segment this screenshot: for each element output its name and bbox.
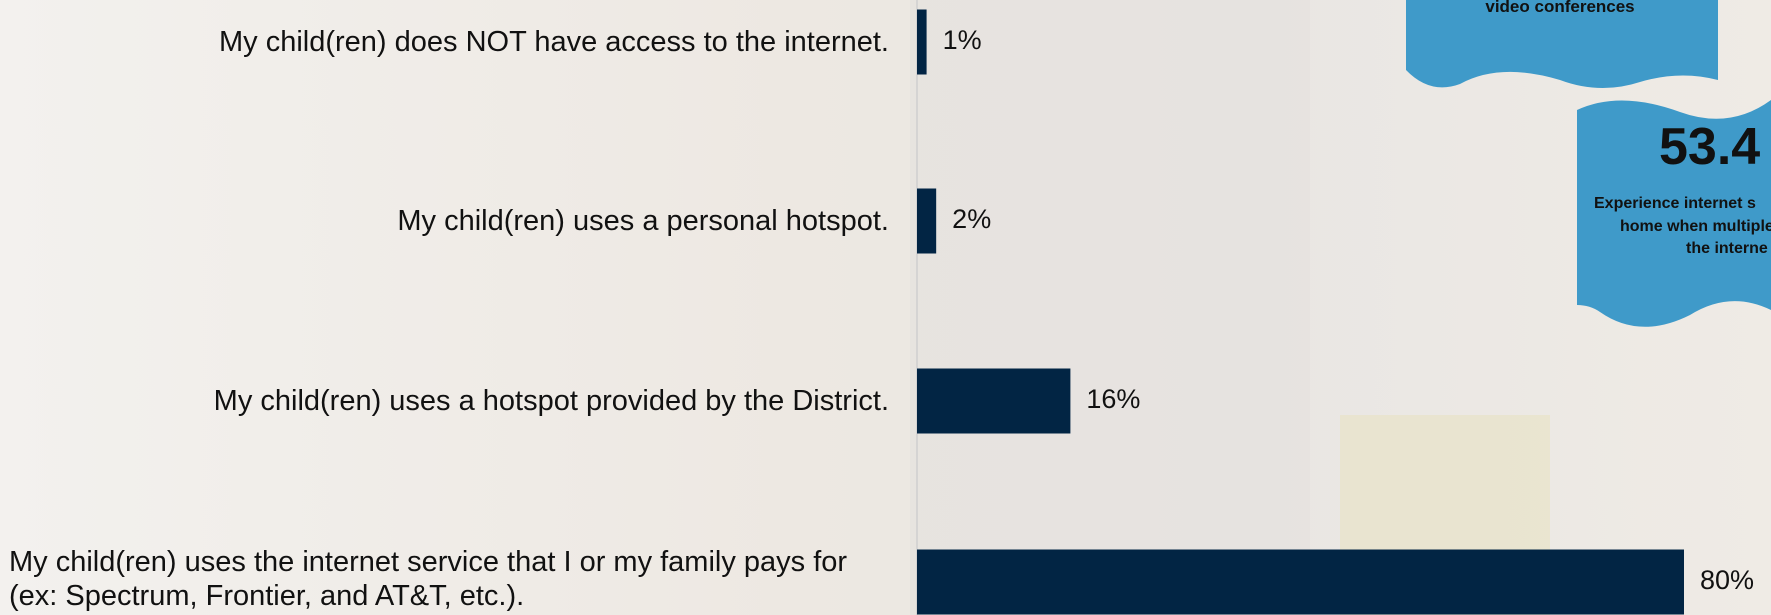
callout-value: 53.4 — [1659, 118, 1760, 176]
bar — [917, 9, 927, 75]
callout-shape — [1577, 100, 1771, 327]
value-label: 80% — [1700, 565, 1754, 595]
category-label: My child(ren) uses the internet service … — [9, 546, 848, 612]
callout-text: Experience internet s — [1594, 195, 1756, 212]
bar — [917, 549, 1684, 615]
value-label: 1% — [943, 25, 982, 55]
callout-text: the interne — [1686, 240, 1768, 257]
category-label: My child(ren) uses a personal hotspot. — [397, 205, 889, 237]
value-label: 2% — [952, 204, 991, 234]
bar — [917, 368, 1071, 434]
category-label: My child(ren) uses a hotspot provided by… — [213, 385, 889, 417]
callout-text: video conferences — [1485, 0, 1634, 16]
callout-shape — [1406, 0, 1718, 89]
photo-figure — [910, 0, 1310, 615]
callout-text: home when multiple — [1620, 218, 1771, 235]
category-label: My child(ren) does NOT have access to th… — [219, 26, 889, 58]
value-label: 16% — [1086, 384, 1140, 414]
bar — [917, 188, 937, 254]
